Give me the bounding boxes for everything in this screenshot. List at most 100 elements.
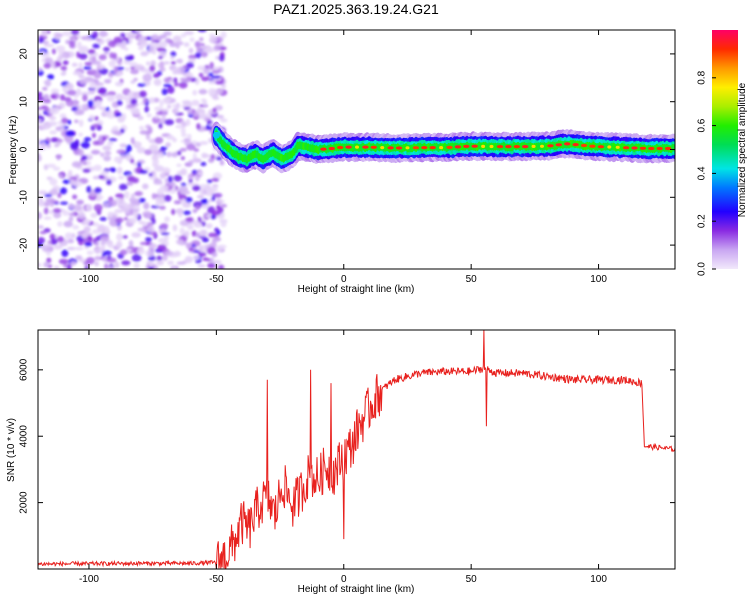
noise-blob xyxy=(137,227,147,232)
noise-blob xyxy=(137,115,144,121)
noise-blob xyxy=(42,86,48,91)
ridge-peak xyxy=(481,144,486,148)
noise-blob xyxy=(105,107,110,112)
noise-blob xyxy=(60,65,68,71)
noise-blob xyxy=(135,64,144,69)
spectrogram-x-label: Height of straight line (km) xyxy=(298,284,415,295)
noise-blob xyxy=(38,225,44,229)
noise-blob xyxy=(136,248,145,255)
noise-blob xyxy=(76,199,84,205)
noise-blob xyxy=(53,265,60,269)
noise-blob xyxy=(195,232,201,238)
snr-x-tick-label: 100 xyxy=(590,574,607,585)
noise-blob xyxy=(118,175,125,180)
noise-blob xyxy=(93,164,102,171)
noise-blob xyxy=(161,108,169,113)
noise-blob xyxy=(212,107,217,113)
ridge-peak xyxy=(664,146,672,151)
noise-blob xyxy=(83,66,92,70)
noise-blob xyxy=(175,43,180,49)
noise-blob xyxy=(113,156,123,163)
noise-blob xyxy=(46,250,51,256)
noise-blob xyxy=(192,185,201,192)
ridge-peak xyxy=(639,146,647,150)
noise-blob xyxy=(119,249,128,256)
noise-blob xyxy=(94,261,99,267)
noise-blob xyxy=(185,196,193,203)
noise-blob xyxy=(149,261,154,267)
noise-blob xyxy=(211,177,219,182)
noise-blob xyxy=(97,224,106,232)
noise-blob xyxy=(78,62,83,70)
noise-blob xyxy=(201,51,208,58)
noise-blob xyxy=(104,150,112,156)
ridge-peak xyxy=(320,147,327,151)
noise-blob xyxy=(82,218,91,226)
noise-blob xyxy=(62,179,72,184)
noise-blob xyxy=(40,141,47,149)
noise-blob xyxy=(127,91,137,99)
noise-blob xyxy=(114,81,124,87)
noise-blob xyxy=(51,238,58,246)
noise-blob xyxy=(172,35,182,42)
noise-blob xyxy=(119,183,128,191)
noise-blob xyxy=(163,234,169,241)
noise-blob xyxy=(54,33,64,37)
ridge-peak xyxy=(589,144,596,148)
noise-blob xyxy=(212,184,219,188)
noise-blob xyxy=(202,237,209,243)
snr-y-tick-label: 2000 xyxy=(19,491,30,514)
noise-blob xyxy=(73,110,84,116)
snr-ticks: -100 -50 0 50 100 2000 4000 6000 xyxy=(19,330,675,585)
noise-blob xyxy=(155,111,164,116)
noise-blob xyxy=(87,49,96,54)
noise-blob xyxy=(201,154,212,158)
noise-blob xyxy=(43,207,49,215)
noise-blob xyxy=(207,179,213,184)
noise-blob xyxy=(220,118,228,123)
noise-blob xyxy=(107,114,116,119)
ridge-peak xyxy=(531,144,536,148)
noise-blob xyxy=(164,250,174,256)
noise-blob xyxy=(137,162,142,168)
noise-blob xyxy=(126,104,136,108)
noise-blob xyxy=(212,66,220,71)
noise-blob xyxy=(70,261,77,266)
noise-blob xyxy=(130,80,136,84)
noise-blob xyxy=(63,97,72,102)
noise-blob xyxy=(43,261,49,268)
noise-blob xyxy=(116,99,123,106)
noise-blob xyxy=(200,161,207,167)
noise-blob xyxy=(171,208,176,215)
noise-blob xyxy=(94,82,104,86)
ridge-peak xyxy=(622,146,630,150)
ridge-peak xyxy=(631,146,638,150)
noise-blob xyxy=(54,143,59,148)
noise-blob xyxy=(183,42,190,47)
ridge-peak xyxy=(547,144,554,148)
noise-blob xyxy=(94,256,102,261)
noise-blob xyxy=(69,176,78,180)
noise-blob xyxy=(152,158,160,166)
noise-blob xyxy=(216,245,224,252)
noise-blob xyxy=(147,126,153,134)
noise-blob xyxy=(78,53,88,60)
noise-blob xyxy=(107,211,114,218)
noise-blob xyxy=(208,80,217,85)
noise-blob xyxy=(103,46,110,52)
ridge-peak xyxy=(564,142,571,146)
noise-blob xyxy=(117,60,123,66)
ridge-peak xyxy=(345,145,352,149)
noise-blob xyxy=(83,226,91,233)
noise-blob xyxy=(180,198,187,205)
noise-blob xyxy=(123,191,130,199)
noise-blob xyxy=(46,163,56,168)
noise-blob xyxy=(163,31,172,36)
noise-blob xyxy=(171,152,178,158)
noise-blob xyxy=(56,154,61,161)
noise-blob xyxy=(115,241,123,249)
noise-blob xyxy=(85,204,93,212)
noise-blob xyxy=(186,76,192,81)
ridge-peak xyxy=(405,146,410,150)
ridge-peak xyxy=(395,146,403,150)
